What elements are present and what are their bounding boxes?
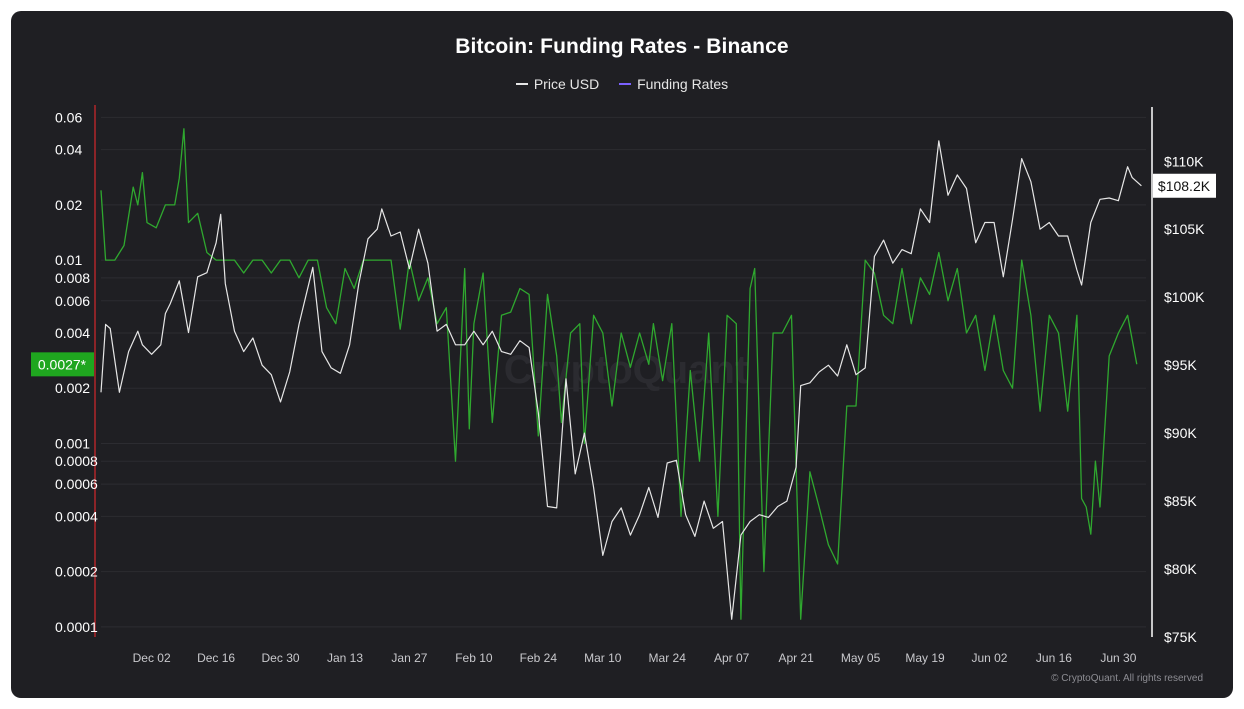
left-tick-label: 0.0002 [55, 564, 98, 580]
legend-label-funding: Funding Rates [637, 76, 729, 92]
x-tick-label: Mar 24 [649, 651, 687, 665]
right-tick-label: $80K [1164, 561, 1197, 577]
x-tick-label: Apr 07 [714, 651, 750, 665]
chart-grid [101, 116, 1146, 628]
current-funding-label: 0.0027* [38, 356, 87, 372]
chart-plot: CryptoQuant 0.060.040.020.010.0080.0060.… [31, 105, 1216, 665]
legend-label-price: Price USD [533, 76, 600, 92]
x-tick-label: Dec 16 [197, 651, 235, 665]
legend-item-funding[interactable]: Funding Rates [619, 76, 728, 92]
x-tick-label: May 05 [841, 651, 881, 665]
x-tick-label: Dec 30 [262, 651, 300, 665]
value-badges: 0.0027* $108.2K [31, 173, 1216, 377]
left-tick-label: 0.006 [55, 293, 90, 309]
chart-legend: Price USD Funding Rates [11, 72, 1233, 92]
left-tick-label: 0.008 [55, 270, 90, 286]
left-tick-label: 0.06 [55, 109, 82, 125]
left-tick-label: 0.001 [55, 435, 90, 451]
x-tick-label: Dec 02 [133, 651, 171, 665]
x-axis: Dec 02 Dec 16 Dec 30 Jan 13 Jan 27 Feb 10 Feb … [133, 651, 1137, 665]
current-funding-badge [31, 352, 94, 377]
x-tick-label: Jun 16 [1036, 651, 1072, 665]
current-price-label: $108.2K [1158, 178, 1211, 194]
left-tick-label: 0.01 [55, 252, 82, 268]
x-tick-label: Jun 30 [1100, 651, 1136, 665]
x-tick-label: Jan 13 [327, 651, 363, 665]
x-tick-label: Jun 02 [971, 651, 1007, 665]
chart-card: Bitcoin: Funding Rates - Binance Price U… [11, 11, 1233, 698]
x-tick-label: Apr 21 [778, 651, 814, 665]
left-tick-label: 0.002 [55, 380, 90, 396]
x-tick-label: Feb 24 [520, 651, 558, 665]
left-tick-label: 0.004 [55, 325, 90, 341]
left-tick-label: 0.04 [55, 142, 82, 158]
funding-rates-series [100, 128, 1138, 620]
right-tick-label: $85K [1164, 493, 1197, 509]
right-tick-label: $100K [1164, 289, 1205, 305]
copyright-credit: © CryptoQuant. All rights reserved [1051, 673, 1203, 684]
price-line [100, 140, 1142, 620]
right-tick-label: $75K [1164, 629, 1197, 645]
left-axis: 0.06 0.04 0.02 0.01 0.008 0.006 0.004 0.002 0.00… [55, 109, 98, 634]
price-swatch-icon [515, 83, 528, 85]
right-tick-label: $95K [1164, 357, 1197, 373]
right-axis: $110K $105K $100K $95K $90K $85K $80K $75K [1164, 153, 1205, 645]
x-tick-label: Jan 27 [391, 651, 427, 665]
right-tick-label: $105K [1164, 221, 1205, 237]
left-tick-label: 0.0008 [55, 453, 98, 469]
chart-title: Bitcoin: Funding Rates - Binance [455, 35, 789, 58]
current-price-badge [1153, 173, 1216, 198]
funding-rate-line [100, 128, 1138, 620]
price-series [100, 140, 1142, 620]
x-tick-label: Mar 10 [584, 651, 622, 665]
legend-item-price[interactable]: Price USD [515, 76, 600, 92]
chart-axes [94, 105, 1153, 637]
left-tick-label: 0.02 [55, 197, 82, 213]
funding-swatch-icon [619, 83, 632, 85]
right-tick-label: $90K [1164, 425, 1197, 441]
left-tick-label: 0.0001 [55, 619, 98, 635]
x-tick-label: May 19 [905, 651, 945, 665]
left-tick-label: 0.0004 [55, 508, 98, 524]
x-tick-label: Feb 10 [455, 651, 493, 665]
left-tick-label: 0.0006 [55, 476, 98, 492]
right-tick-label: $110K [1164, 153, 1204, 169]
